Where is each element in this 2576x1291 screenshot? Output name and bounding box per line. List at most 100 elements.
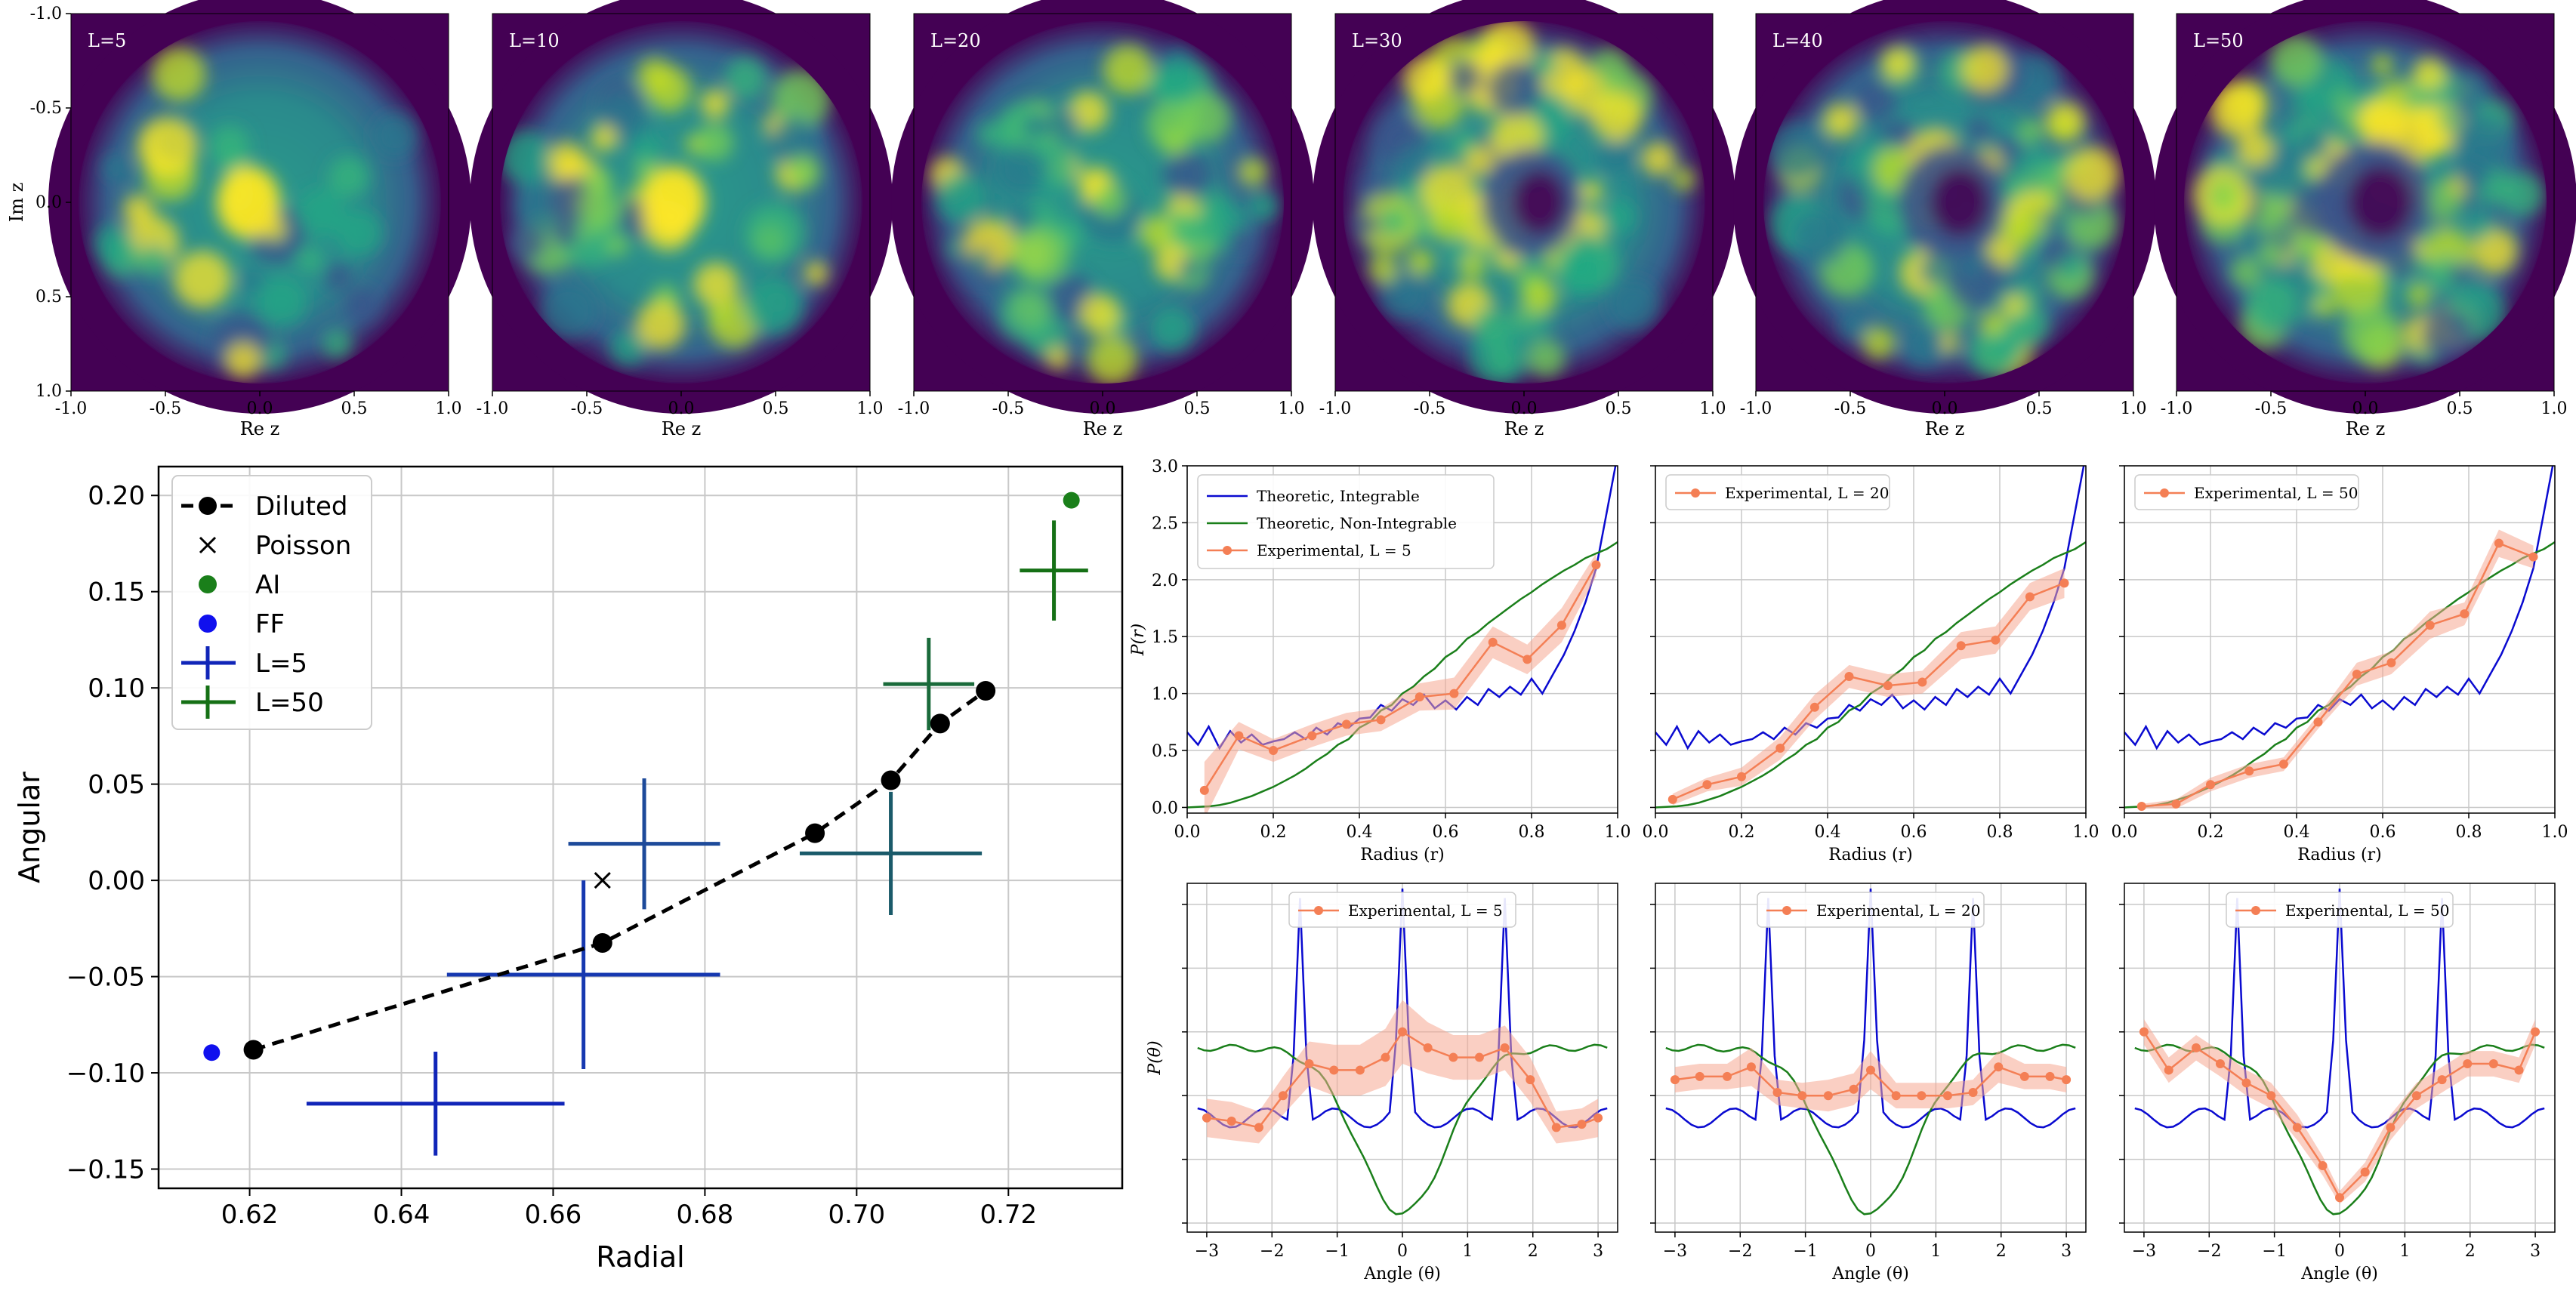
experimental-point (2206, 780, 2215, 790)
plot-frame (1186, 465, 1618, 814)
x-tick-label: 0.6 (2370, 823, 2396, 842)
heatmap-edge-mask (891, 0, 1314, 414)
heatmap-blob (2470, 216, 2494, 239)
experimental-point (2171, 799, 2181, 809)
series-group (2124, 466, 2555, 811)
legend-box (2134, 474, 2359, 510)
heatmap-blob (2342, 303, 2401, 362)
x-tick-label: 0.0 (2112, 823, 2138, 842)
heatmap-blob (2407, 282, 2431, 307)
experimental-point (1823, 1091, 1833, 1101)
heatmap-panel-label: L=20 (930, 30, 981, 51)
series-group (1655, 466, 2086, 809)
experimental-point (2045, 1071, 2055, 1081)
y-tick-label: 0.15 (88, 578, 145, 608)
experimental-point (1414, 692, 1424, 702)
legend-label: Experimental, L = 20 (1816, 901, 1980, 920)
heatmap-blob (2452, 113, 2513, 174)
x-tick-label: 0.0 (1174, 823, 1201, 842)
experimental-line (2141, 542, 2534, 808)
x-tick-label: 0.5 (763, 399, 789, 418)
experimental-point (2192, 1043, 2201, 1052)
experimental-point (1448, 1052, 1458, 1062)
integrable-line (1655, 466, 2085, 750)
heatmap-blob (1087, 335, 1137, 385)
experimental-point (1254, 1123, 1263, 1132)
heatmap-blob (1862, 327, 1896, 359)
legend: Experimental, L = 20 (1665, 474, 1890, 510)
radial-panel: 0.0 0.2 0.4 0.6 0.8 1.0 0.0 0.5 1.0 1.5 2.0 2.5 3.0 R… (1129, 458, 1631, 864)
x-tick-label: 0.4 (1347, 823, 1373, 842)
experimental-line (1203, 564, 1597, 791)
experimental-point (1772, 1087, 1782, 1097)
diluted-point (805, 823, 825, 843)
legend-label: Experimental, L = 20 (1725, 484, 1889, 502)
experimental-point (2514, 1065, 2524, 1075)
heatmap-blob (239, 267, 267, 294)
ff-point (203, 1044, 221, 1061)
experimental-point (1591, 560, 1601, 570)
error-bar (883, 637, 975, 731)
experimental-point (2278, 760, 2288, 769)
heatmap-blob (2295, 127, 2331, 162)
heatmap-blob (1522, 279, 1557, 315)
heatmap-blob (582, 167, 613, 198)
heatmap-blob (1581, 180, 1603, 203)
heatmap-blob (1823, 103, 1859, 138)
y-tick-label: 2.5 (1152, 514, 1178, 533)
experimental-point (2335, 1193, 2344, 1203)
heatmap-blob (1591, 91, 1643, 142)
angular-panel: −3 −2 −1 0 1 2 3 Angle (θ) P(θ) Experimental, L =… (1146, 883, 1618, 1283)
experimental-point (2062, 1075, 2072, 1085)
y-tick-label: 0.20 (88, 481, 145, 511)
x-axis-label: Re z (1083, 418, 1123, 439)
x-axis-label: Re z (2346, 418, 2386, 439)
heatmap-blob (138, 245, 171, 277)
experimental-point (2411, 1091, 2421, 1101)
legend-box (1288, 892, 1516, 928)
heatmap-blob (1791, 209, 1849, 267)
experimental-point (1474, 1052, 1484, 1062)
x-tick-label: 0.2 (1260, 823, 1287, 842)
experimental-point (2386, 1123, 2396, 1132)
heatmap-blob (346, 288, 378, 321)
x-tick-label: 1.0 (1700, 399, 1726, 418)
heatmap-blob (2314, 295, 2336, 317)
legend-box (1197, 474, 1495, 569)
experimental-point (1226, 1116, 1236, 1126)
heatmap-blob (636, 300, 686, 350)
heatmap-blob (209, 125, 250, 166)
x-tick-label: −3 (2132, 1242, 2156, 1261)
x-tick-label: 0.5 (341, 399, 368, 418)
experimental-point (1304, 1059, 1314, 1068)
experimental-point (1866, 1065, 1875, 1075)
plot-frame (1186, 883, 1618, 1233)
x-tick-label: -0.5 (992, 399, 1024, 418)
heatmap-blob (1606, 277, 1660, 331)
radial-distribution-panels: 0.0 0.2 0.4 0.6 0.8 1.0 0.0 0.5 1.0 1.5 2.0 2.5 3.0 R… (1129, 458, 2568, 864)
experimental-point (1500, 1043, 1510, 1052)
heatmap-blob (1406, 248, 1434, 276)
experimental-point (1723, 1071, 1732, 1081)
x-tick-label: 0 (1865, 1242, 1876, 1261)
heatmap-blob (2206, 179, 2241, 214)
heatmap-blob (2047, 110, 2079, 142)
heatmap-blob (2011, 151, 2055, 195)
heatmap-blob (1239, 158, 1267, 186)
heatmap-blob (1564, 252, 1590, 279)
heatmap-blob (1430, 203, 1468, 242)
legend-label: Diluted (255, 491, 347, 522)
heatmap-edge-mask (48, 0, 471, 414)
heatmap-blob (1853, 79, 1897, 123)
y-tick-label: 1.5 (1152, 628, 1178, 647)
heatmap-blob (1228, 228, 1254, 254)
heatmap-blob (999, 288, 1053, 342)
experimental-point (2352, 670, 2362, 679)
heatmap-center-hole (1930, 168, 1990, 237)
y-tick-label: 3.0 (1152, 458, 1178, 476)
heatmap-blob (1044, 106, 1080, 142)
experimental-point (2488, 1059, 2498, 1068)
experimental-point (2164, 1065, 2173, 1075)
x-tick-label: −2 (2197, 1242, 2221, 1261)
heatmap-blob (2244, 278, 2297, 330)
